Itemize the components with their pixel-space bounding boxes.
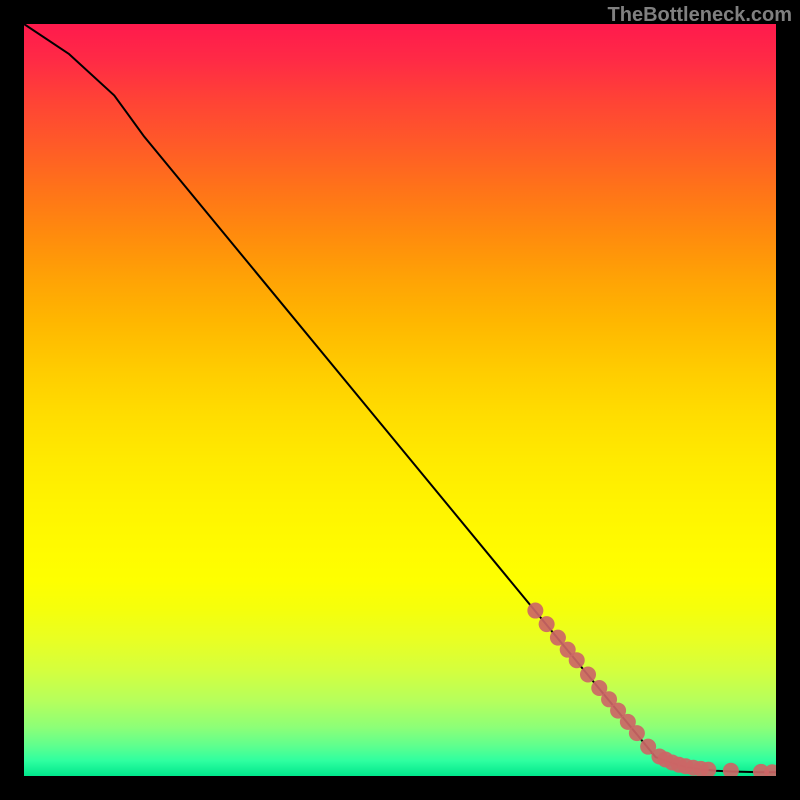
chart-background xyxy=(24,24,776,776)
chart-container xyxy=(24,24,776,776)
marker-point xyxy=(539,616,555,632)
marker-point xyxy=(629,725,645,741)
marker-point xyxy=(527,603,543,619)
marker-point xyxy=(569,652,585,668)
marker-point xyxy=(580,666,596,682)
chart-svg xyxy=(24,24,776,776)
